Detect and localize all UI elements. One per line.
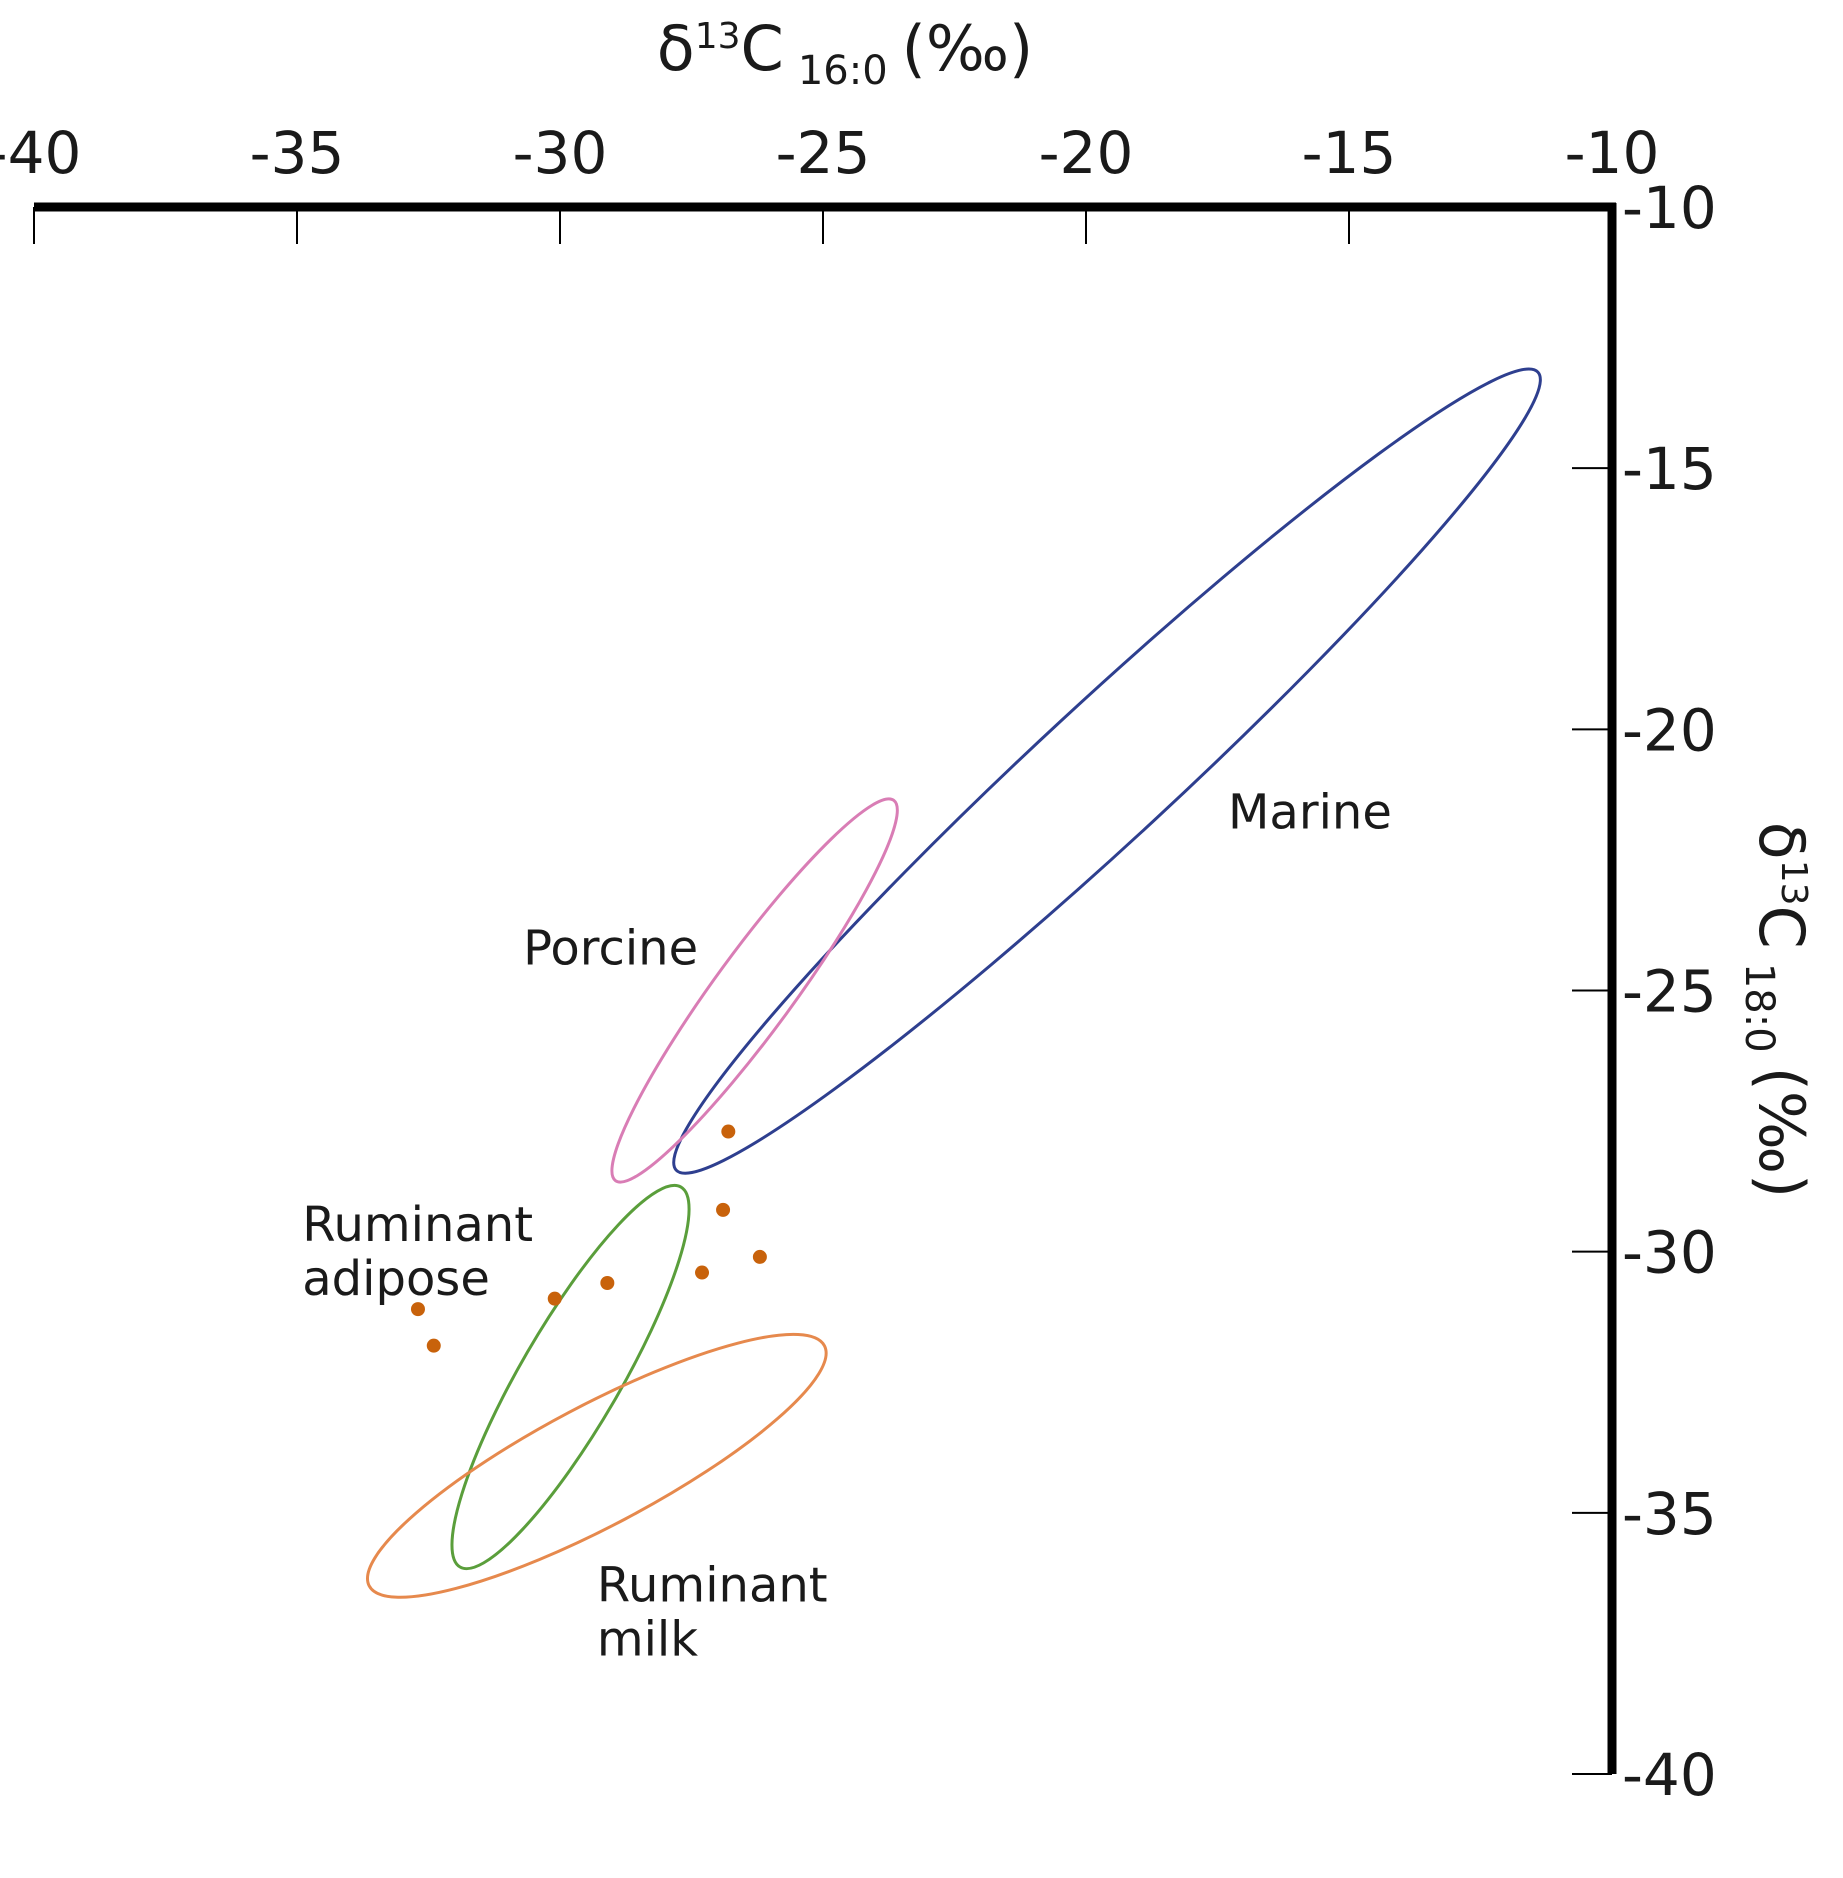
data-point (426, 1338, 441, 1353)
y-tick-label: -15 (1622, 435, 1717, 503)
marine-region (672, 367, 1542, 1175)
porcine-region (610, 797, 899, 1184)
x-tick-label: -10 (1565, 119, 1660, 187)
data-point (752, 1249, 767, 1264)
y-axis-title-unit: (‰) (1745, 1067, 1818, 1199)
y-axis: -10 -15 -20 -25 -30 -35 -40 δ13C 18:0 (‰) (1572, 174, 1818, 1809)
y-axis-title-main: C (1745, 906, 1818, 949)
y-axis-title-prefix: δ (1745, 822, 1818, 860)
y-tick-label: -20 (1622, 696, 1717, 764)
data-point (721, 1124, 736, 1139)
x-tick-label: -15 (1302, 119, 1397, 187)
x-tick-label: -30 (513, 119, 608, 187)
marine-label: Marine (1228, 785, 1392, 841)
ruminant-milk-region (366, 1332, 828, 1599)
x-axis-title-unit: (‰) (902, 12, 1034, 85)
ruminant-adipose-region (450, 1183, 691, 1571)
y-tick-label: -35 (1622, 1480, 1717, 1548)
x-axis-title-sub: 16:0 (798, 48, 888, 94)
x-axis: -40 -35 -30 -25 -20 -15 -10 δ13C 16:0 (‰) (0, 12, 1659, 244)
regions-layer: Marine Porcine Ruminant adipose Ruminant milk (302, 367, 1542, 1668)
x-tick-label: -35 (250, 119, 345, 187)
y-tick-label: -25 (1622, 958, 1717, 1026)
x-axis-title-main: C (741, 12, 784, 85)
x-ticks: -40 -35 -30 -25 -20 -15 -10 (0, 119, 1659, 244)
x-axis-title-sup: 13 (695, 16, 741, 57)
y-tick-label: -10 (1622, 174, 1717, 242)
y-tick-label: -40 (1622, 1741, 1717, 1809)
y-axis-title: δ13C 18:0 (‰) (1736, 822, 1818, 1198)
ruminant-milk-label: Ruminant milk (597, 1558, 828, 1668)
y-ticks: -10 -15 -20 -25 -30 -35 -40 (1572, 174, 1717, 1809)
data-point (547, 1291, 562, 1306)
data-point (600, 1276, 615, 1291)
x-tick-label: -20 (1039, 119, 1134, 187)
x-axis-title: δ13C 16:0 (‰) (657, 12, 1033, 94)
ruminant-adipose-label: Ruminant adipose (302, 1197, 533, 1307)
x-axis-title-prefix: δ (657, 12, 695, 85)
data-point (695, 1265, 710, 1280)
porcine-label: Porcine (523, 920, 698, 976)
y-tick-label: -30 (1622, 1219, 1717, 1287)
points-layer (410, 1124, 767, 1353)
x-tick-label: -40 (0, 119, 81, 187)
y-axis-title-sup: 13 (1773, 860, 1814, 906)
x-tick-label: -25 (776, 119, 871, 187)
data-point (716, 1202, 731, 1217)
y-axis-title-sub: 18:0 (1736, 963, 1782, 1053)
data-point (410, 1302, 425, 1317)
